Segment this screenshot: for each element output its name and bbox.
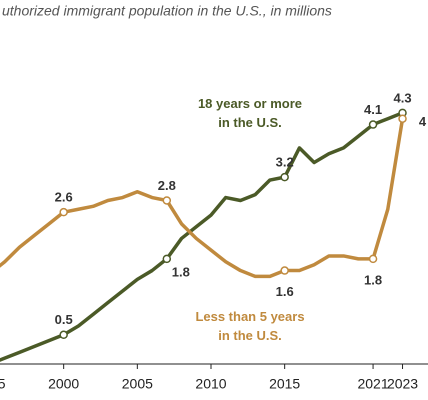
x-tick-label: 1995 <box>0 376 6 392</box>
annotation-line: in the U.S. <box>218 328 282 343</box>
point-marker <box>162 196 172 205</box>
value-label: 1.8 <box>364 272 382 287</box>
value-label: 1.6 <box>276 284 294 299</box>
series-annotation: Less than 5 years in the U.S. <box>195 309 304 343</box>
value-label: 4.3 <box>393 90 411 105</box>
value-label: 0.5 <box>55 312 73 327</box>
value-label: 3.2 <box>276 155 294 170</box>
x-tick-label: 2015 <box>269 376 300 392</box>
value-label: 1.8 <box>172 264 190 279</box>
series-annotation: 18 years or more in the U.S. <box>198 96 302 130</box>
series-line <box>0 111 404 362</box>
point-marker <box>59 330 68 340</box>
annotation-line: Less than 5 years <box>195 309 304 324</box>
point-marker <box>59 207 68 217</box>
x-tick-label: 2005 <box>122 376 153 392</box>
value-label: 4.1 <box>364 102 382 117</box>
x-tick-label: 2023 <box>387 376 418 392</box>
point-marker <box>162 254 172 264</box>
point-marker <box>368 120 378 129</box>
series-line <box>0 118 405 279</box>
chart-title: uthorized immigrant population in the U.… <box>2 3 332 19</box>
point-marker <box>368 254 378 264</box>
value-label: 2.8 <box>158 178 176 193</box>
x-tick-label: 2021 <box>357 376 388 392</box>
point-marker <box>398 114 407 123</box>
x-tick-label: 2000 <box>48 376 79 392</box>
x-tick-label: 2010 <box>195 376 226 392</box>
point-marker <box>280 266 289 275</box>
value-label: 2.6 <box>55 190 73 205</box>
annotation-line: 18 years or more <box>198 96 302 111</box>
annotation-line: in the U.S. <box>218 115 282 130</box>
point-marker <box>280 172 289 182</box>
value-label: 4 <box>419 114 427 129</box>
